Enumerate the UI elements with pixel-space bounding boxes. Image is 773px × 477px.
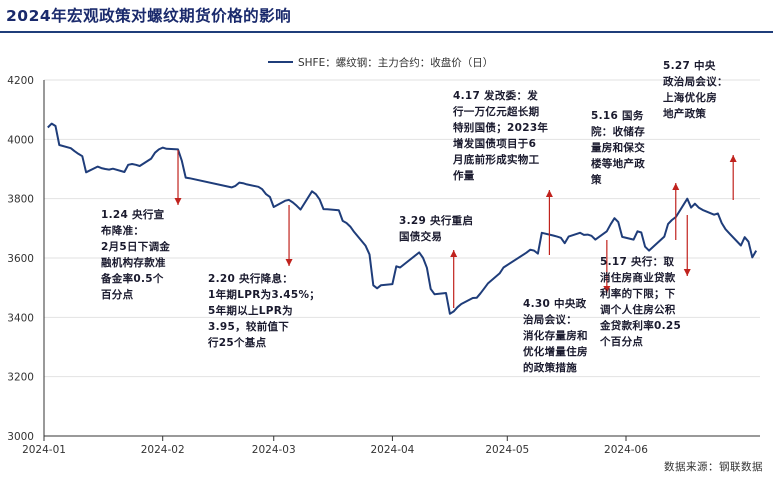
x-axis-tick-labels: 2024-01 2024-02 2024-03 2024-04 2024-05 2024-… <box>22 444 648 456</box>
axes <box>43 80 760 441</box>
event-arrows <box>174 150 737 308</box>
annotation-0220-lpr-cut: 2.20 央行降息： 1年期LPR为3.45%； 5年期以上LPR为 3.95，… <box>208 273 321 349</box>
event-arrow-2024-06-29 <box>729 155 737 200</box>
legend: SHFE：螺纹钢：主力合约：收盘价（日） <box>268 56 493 69</box>
y-tick-label-4000: 4000 <box>7 134 34 146</box>
x-tick-label-2024-01: 2024-01 <box>22 444 66 456</box>
event-arrow-2024-06-14 <box>672 183 680 240</box>
event-arrow-2024-05-12 <box>545 190 553 255</box>
annotation-0417-special-bonds: 4.17 发改委：发 行一万亿元超长期 特别国债；2023年 增发国债项目于6 … <box>453 90 549 182</box>
annotation-0516-state-council: 5.16 国务 院：收储存 量房和保交 楼等地产政 策 <box>591 110 645 186</box>
annotation-0430-politburo: 4.30 中央政 治局会议： 消化存量房和 优化增量住房 的政策措施 <box>523 298 588 374</box>
event-arrow-head <box>285 259 293 266</box>
event-arrow-head <box>450 250 458 257</box>
event-arrow-head <box>545 190 553 197</box>
event-arrow-head <box>729 155 737 162</box>
x-tick-label-2024-06: 2024-06 <box>604 444 648 456</box>
y-tick-label-3400: 3400 <box>7 312 34 324</box>
y-tick-label-3200: 3200 <box>7 372 34 384</box>
event-arrow-head <box>683 269 691 276</box>
y-tick-label-3000: 3000 <box>7 431 34 443</box>
event-arrow-2024-02-05 <box>174 150 182 205</box>
series-layer <box>47 122 758 315</box>
y-axis-tick-labels: 3000 3200 3400 3600 3800 4000 4200 <box>7 75 34 443</box>
x-tick-label-2024-04: 2024-04 <box>370 444 414 456</box>
event-arrow-2024-04-17 <box>450 250 458 308</box>
legend-label: SHFE：螺纹钢：主力合约：收盘价（日） <box>298 56 493 69</box>
y-axis-gridlines <box>44 79 760 378</box>
y-tick-label-4200: 4200 <box>7 75 34 87</box>
event-arrow-2024-05-27 <box>603 240 611 293</box>
y-tick-label-3600: 3600 <box>7 253 34 265</box>
data-source-note: 数据来源：钢联数据 <box>664 461 763 473</box>
annotation-0124-rrr-cut: 1.24 央行宣 布降准： 2月5日下调金 融机构存款准 备金率0.5个 百分点 <box>101 209 171 301</box>
title-underline <box>0 31 773 33</box>
x-tick-label-2024-02: 2024-02 <box>141 444 185 456</box>
chart-title: 2024年宏观政策对螺纹期货价格的影响 <box>6 7 292 25</box>
event-arrow-2024-03-05 <box>285 205 293 266</box>
event-arrow-head <box>603 286 611 293</box>
annotation-0527-politburo: 5.27 中央 政治局会议： 上海优化房 地产政策 <box>663 60 728 120</box>
event-arrow-head <box>672 183 680 190</box>
series-line-rebar-close <box>47 122 758 315</box>
event-arrow-head <box>174 198 182 205</box>
annotation-0517-pboc: 5.17 央行：取 消住房商业贷款 利率的下限；下 调个人住房公积 金贷款利率0… <box>600 256 682 348</box>
y-tick-label-3800: 3800 <box>7 194 34 206</box>
x-tick-label-2024-05: 2024-05 <box>485 444 529 456</box>
event-arrow-2024-06-17 <box>683 215 691 276</box>
x-tick-label-2024-03: 2024-03 <box>252 444 296 456</box>
annotation-0329-bond-trading: 3.29 央行重启 国债交易 <box>399 215 474 243</box>
